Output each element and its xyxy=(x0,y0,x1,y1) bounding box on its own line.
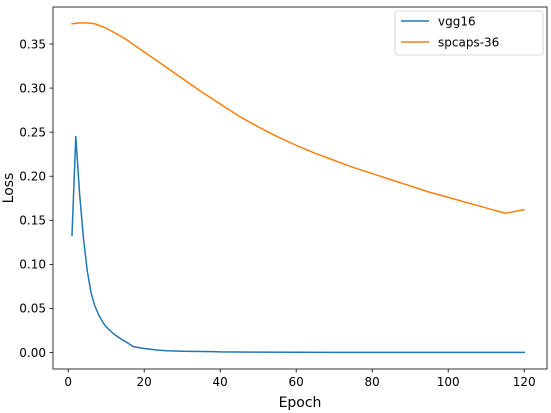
axes-frame xyxy=(52,6,548,370)
x-tick-label: 40 xyxy=(213,375,228,389)
y-tick-label: 0.10 xyxy=(19,258,46,272)
x-tick-label: 80 xyxy=(365,375,380,389)
legend-label: vgg16 xyxy=(438,14,476,28)
plot-background xyxy=(53,7,547,369)
legend-box xyxy=(394,10,544,56)
y-tick-label: 0.30 xyxy=(19,81,46,95)
series-line-spcaps-36 xyxy=(71,22,526,214)
x-tick-label: 0 xyxy=(64,375,72,389)
y-tick-label: 0.15 xyxy=(19,214,46,228)
legend-label: spcaps-36 xyxy=(438,35,499,49)
y-tick-label: 0.25 xyxy=(19,125,46,139)
y-tick-label: 0.00 xyxy=(19,346,46,360)
x-tick-label: 60 xyxy=(289,375,304,389)
y-tick-label: 0.35 xyxy=(19,37,46,51)
x-tick-label: 100 xyxy=(437,375,460,389)
series-lines xyxy=(71,22,526,354)
y-tick-label: 0.05 xyxy=(19,302,46,316)
y-axis-label: Loss xyxy=(1,173,17,204)
legend: vgg16 spcaps-36 xyxy=(394,10,544,56)
series-line-vgg16 xyxy=(71,135,525,354)
axes xyxy=(52,6,548,370)
y-tick-label: 0.20 xyxy=(19,170,46,184)
x-tick-label: 20 xyxy=(137,375,152,389)
ticks: 0 20 40 60 80 100 120 0.00 0.05 0.10 0.15 0.20 0.25 0… xyxy=(19,37,535,389)
x-tick-label: 120 xyxy=(513,375,536,389)
x-axis-label: Epoch xyxy=(279,395,322,411)
plot-area xyxy=(53,7,547,369)
